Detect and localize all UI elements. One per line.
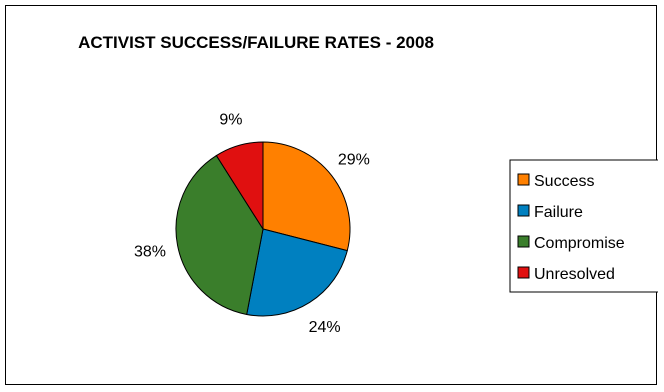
pie-slice-unresolved — [215, 141, 264, 231]
legend-swatch-failure — [517, 204, 530, 217]
legend-box — [509, 159, 658, 293]
legend-label-success: Success — [534, 173, 594, 190]
slice-labels: 29% 24% 38% 9% — [134, 112, 370, 337]
legend-label-compromise: Compromise — [534, 235, 625, 252]
slice-label-failure: 24% — [309, 319, 341, 336]
slice-label-unresolved: 9% — [219, 112, 242, 129]
legend-swatch-unresolved — [517, 266, 530, 279]
pie-slice-success — [262, 141, 351, 252]
pie-slices — [175, 141, 351, 317]
legend-label-failure: Failure — [534, 204, 583, 221]
slice-label-compromise: 38% — [134, 244, 166, 261]
pie-chart: ACTIVIST SUCCESS/FAILURE RATES - 2008 29… — [78, 33, 658, 337]
legend: Success Failure Compromise Unresolved — [509, 159, 658, 293]
legend-swatch-success — [517, 173, 530, 186]
slice-label-success: 29% — [338, 152, 370, 169]
chart-title: ACTIVIST SUCCESS/FAILURE RATES - 2008 — [78, 33, 434, 52]
legend-swatch-compromise — [517, 235, 530, 248]
chart-area: ACTIVIST SUCCESS/FAILURE RATES - 2008 29… — [5, 5, 658, 385]
pie-slice-failure — [246, 228, 348, 317]
legend-label-unresolved: Unresolved — [534, 266, 615, 283]
